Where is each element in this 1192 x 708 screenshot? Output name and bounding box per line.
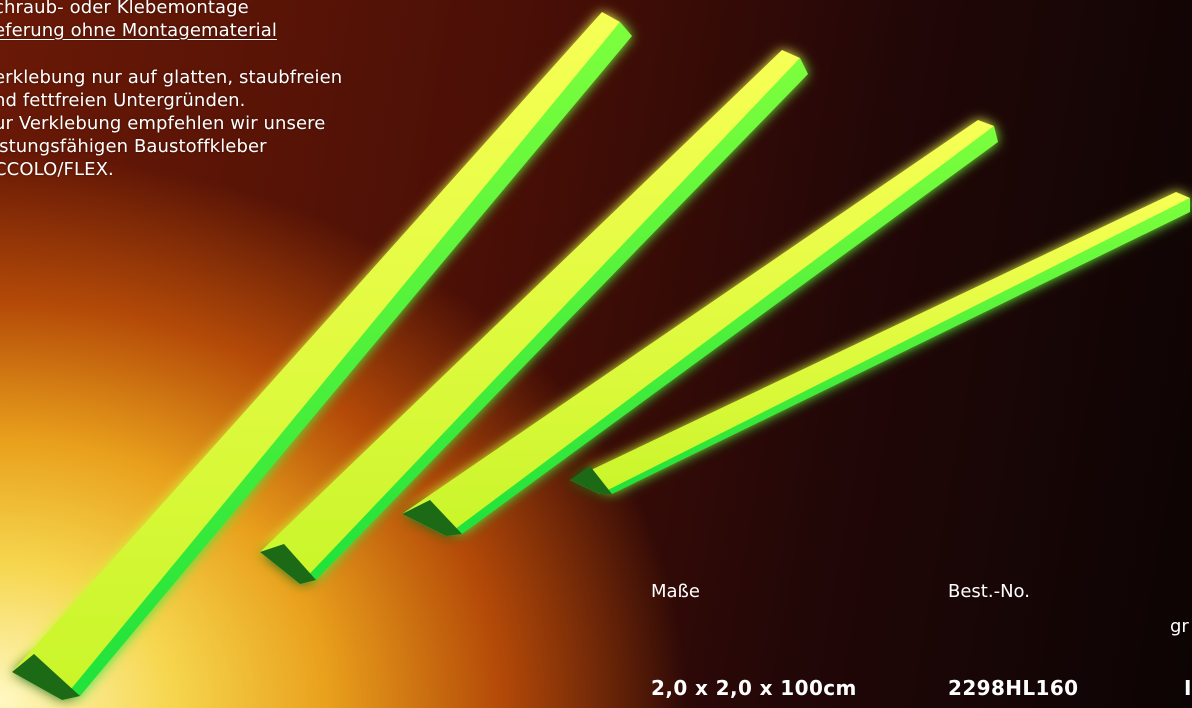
spec-header-dimensions: Maße — [651, 581, 700, 602]
spec-value-order-number: 2298HL160 — [948, 676, 1079, 700]
glow-rod-3 — [402, 120, 998, 536]
glow-rod-2 — [260, 50, 808, 584]
info-line-adhesive-2: nd fettfreien Untergründen. — [0, 90, 246, 111]
info-line-recommend-1: ur Verklebung empfehlen wir unsere — [0, 113, 326, 134]
spec-header-size-partial: gr — [1170, 616, 1189, 637]
info-line-recommend-2: istungsfähigen Baustoffkleber — [0, 136, 267, 157]
info-line-product-name: CCOLO/FLEX. — [0, 159, 114, 180]
spec-header-order-number: Best.-No. — [948, 581, 1030, 602]
glow-rod-1 — [12, 12, 632, 700]
spec-value-partial: I — [1184, 676, 1192, 700]
info-line-mounting: chraub- oder Klebemontage — [0, 0, 249, 18]
spec-value-dimensions: 2,0 x 2,0 x 100cm — [651, 676, 857, 700]
info-line-adhesive-1: erklebung nur auf glatten, staubfreien — [0, 67, 343, 88]
glow-rod-4 — [570, 192, 1190, 494]
info-line-delivery: eferung ohne Montagematerial — [0, 20, 277, 41]
mounting-info-text: chraub- oder Klebemontage eferung ohne M… — [0, 0, 454, 181]
